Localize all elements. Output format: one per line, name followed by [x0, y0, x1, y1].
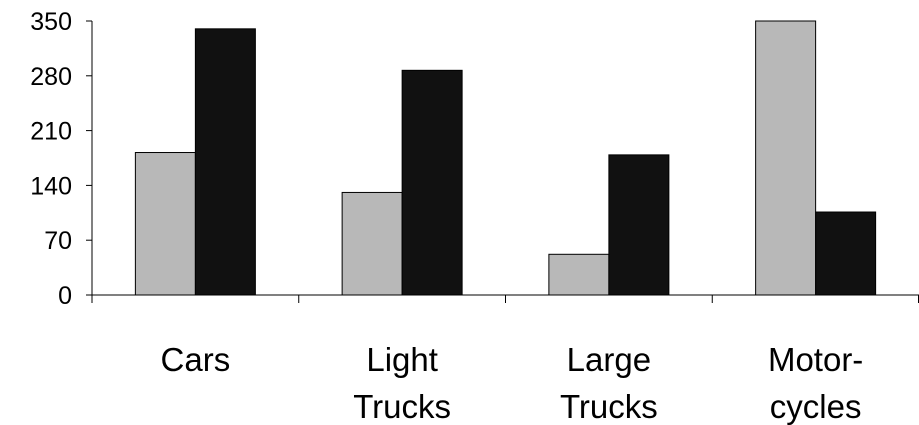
- category-label: Trucks: [560, 388, 658, 425]
- bar-series-2-category-1: [194, 28, 256, 296]
- y-tick-label: 210: [30, 118, 72, 146]
- y-tick-label: 280: [30, 63, 72, 91]
- category-labels: Cars Light Trucks Large Trucks Motor-cycles: [161, 341, 864, 425]
- bar-series-2-category-2: [401, 69, 463, 296]
- bar-series-1-category-2: [341, 191, 403, 296]
- category-label: Trucks: [353, 388, 451, 425]
- y-axis: 0 70 140 210 280 350: [30, 8, 93, 310]
- bar-series-1-category-3: [548, 253, 610, 296]
- category-label: cycles: [770, 388, 862, 425]
- category-label: Large: [567, 341, 651, 378]
- y-tick-label: 350: [30, 8, 72, 36]
- bar-series-2-category-4: [815, 211, 877, 296]
- bars: [134, 20, 877, 296]
- y-tick-label: 140: [30, 172, 72, 200]
- category-label: Motor-: [768, 341, 863, 378]
- x-axis: [91, 294, 919, 303]
- category-label: Cars: [161, 341, 231, 378]
- y-tick-label: 70: [44, 227, 72, 255]
- bar-series-2-category-3: [608, 154, 670, 296]
- y-tick-label: 0: [58, 282, 72, 310]
- bar-series-1-category-4: [755, 20, 817, 296]
- category-label: Light: [366, 341, 438, 378]
- bar-series-1-category-1: [134, 152, 196, 296]
